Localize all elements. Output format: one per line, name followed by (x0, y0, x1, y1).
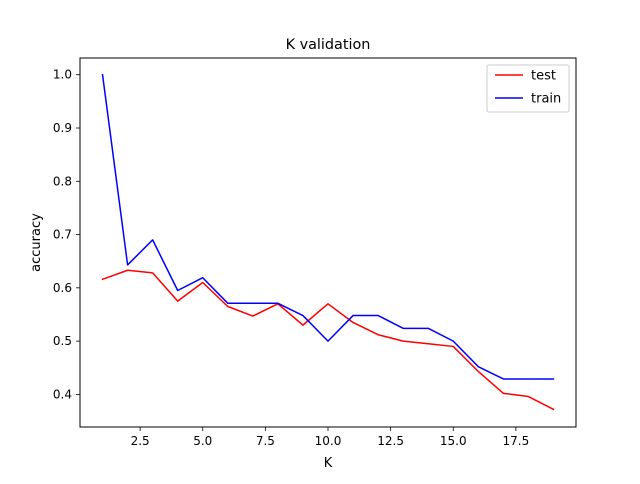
y-tick-label: 1.0 (53, 68, 72, 82)
y-tick-label: 0.7 (53, 228, 72, 242)
x-tick-label: 17.5 (503, 434, 530, 448)
y-axis-label: accuracy (29, 213, 44, 272)
y-tick-label: 0.6 (53, 281, 72, 295)
legend-label-test: test (531, 69, 556, 84)
x-tick-label: 2.5 (131, 434, 150, 448)
x-tick-label: 10.0 (315, 434, 342, 448)
x-tick-label: 5.0 (193, 434, 212, 448)
series-line-train (101, 73, 555, 380)
series-line-test (101, 269, 555, 411)
x-tick-label: 12.5 (377, 434, 404, 448)
legend-label-train: train (531, 92, 561, 107)
chart-title: K validation (286, 37, 371, 53)
y-tick-label: 0.4 (53, 387, 72, 401)
x-axis-label: K (324, 456, 333, 471)
y-axis: 0.4 0.5 0.6 0.7 0.8 0.9 1.0 (53, 68, 80, 401)
legend-box (486, 64, 570, 113)
series-layer (101, 73, 555, 411)
x-tick-label: 7.5 (256, 434, 275, 448)
y-tick-label: 0.8 (53, 174, 72, 188)
legend: test train (486, 64, 570, 113)
y-tick-label: 0.9 (53, 121, 72, 135)
y-tick-label: 0.5 (53, 334, 72, 348)
x-axis: 2.5 5.0 7.5 10.0 12.5 15.0 17.5 (131, 427, 530, 448)
x-tick-label: 15.0 (440, 434, 467, 448)
